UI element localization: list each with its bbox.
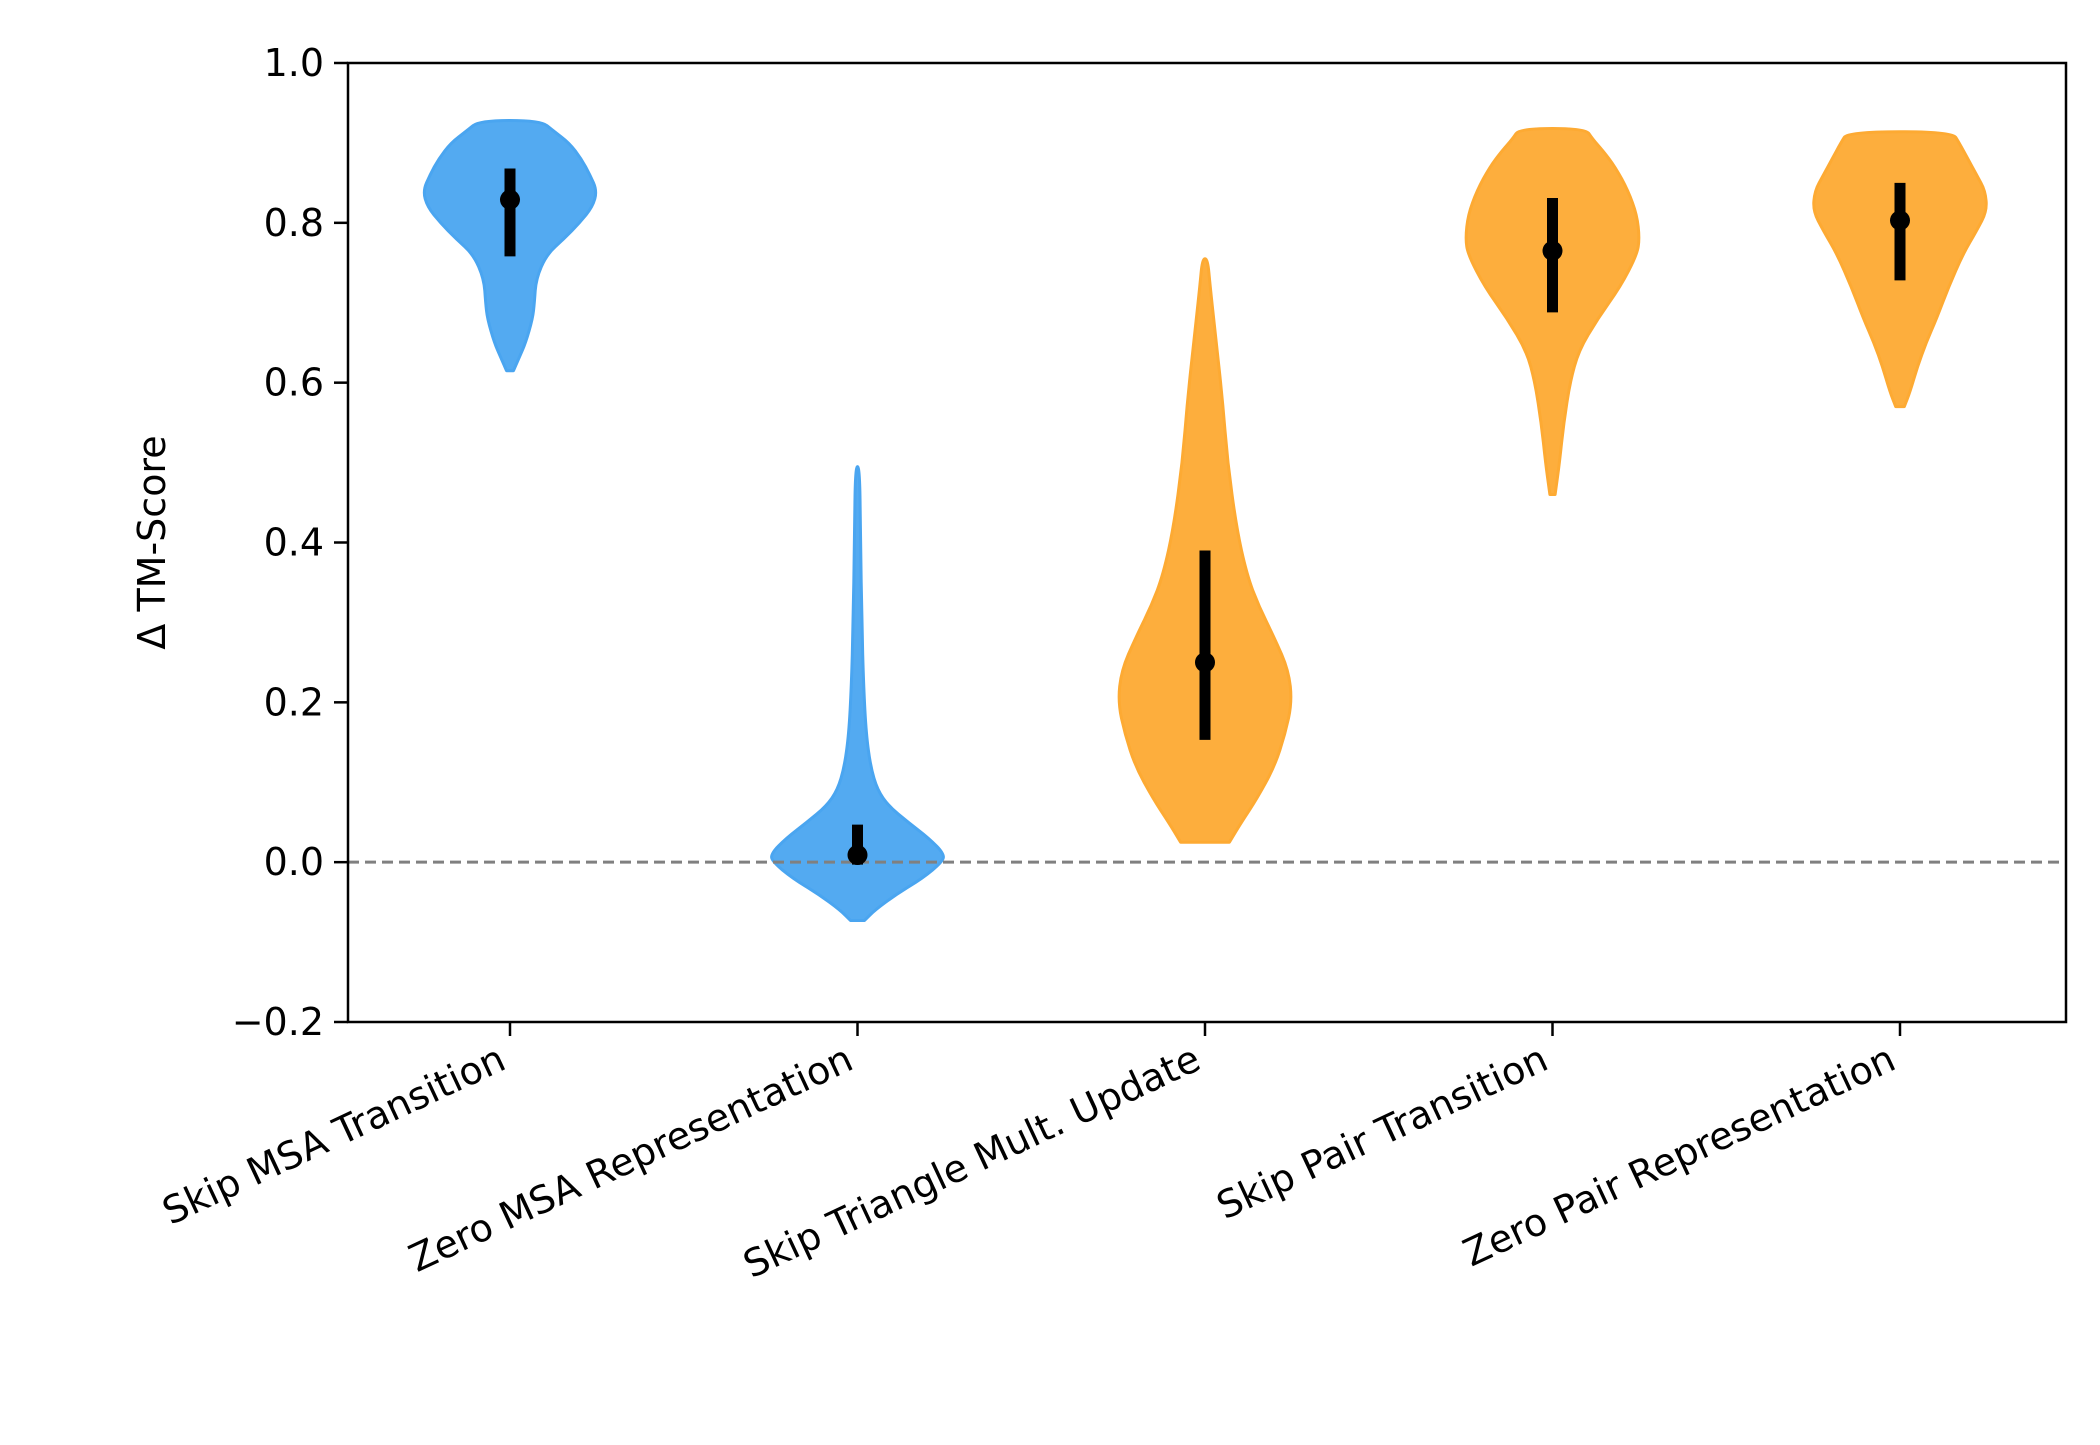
y-tick-label-7: 1.0 <box>264 41 324 85</box>
y-tick-label-6: 0.8 <box>264 201 324 245</box>
x-category-label-4: Skip Pair Transition <box>1210 1036 1554 1228</box>
y-axis-label: Δ TM-Score <box>130 435 174 649</box>
interval-layer <box>500 168 1910 865</box>
violin-layer <box>422 119 1988 922</box>
x-category-label-1: Skip MSA Transition <box>156 1036 512 1233</box>
median-dot-4 <box>1542 240 1563 261</box>
median-dot-2 <box>847 844 868 865</box>
y-tick-label-2: 0.0 <box>264 840 324 884</box>
median-dot-3 <box>1195 652 1215 673</box>
y-tick-label-5: 0.6 <box>264 361 324 405</box>
median-dot-5 <box>1890 210 1910 231</box>
y-tick-label-1: −0.2 <box>232 1000 324 1044</box>
violin-2 <box>770 465 945 922</box>
y-tick-label-4: 0.4 <box>264 521 324 565</box>
y-axis: −0.2 0.0 0.2 0.4 0.6 0.8 1.0 <box>232 41 348 1044</box>
y-tick-label-3: 0.2 <box>264 680 324 724</box>
median-dot-1 <box>500 189 520 210</box>
